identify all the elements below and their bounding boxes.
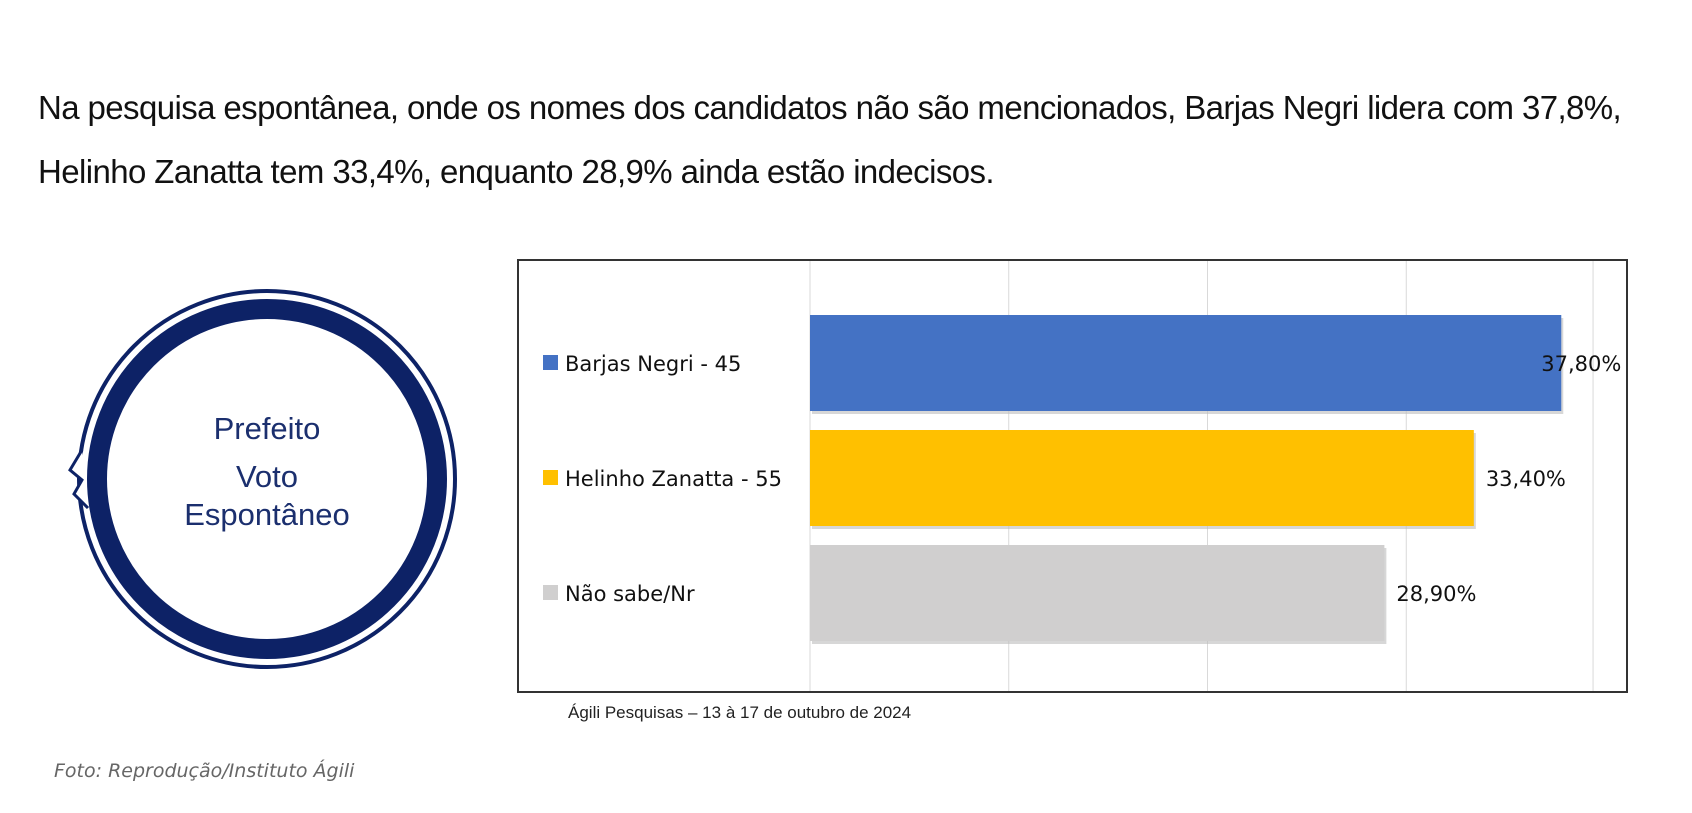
badge-ring-icon <box>68 289 457 669</box>
legend-swatch-0 <box>543 355 558 370</box>
bar-0 <box>810 315 1562 411</box>
bar-2 <box>810 545 1385 641</box>
badge-line-2: Voto <box>235 459 299 494</box>
badge-label: Prefeito Voto Espontâneo <box>64 410 470 534</box>
value-label-0: 37,80% <box>1541 352 1621 376</box>
chart-source: Ágili Pesquisas – 13 à 17 de outubro de … <box>568 703 912 722</box>
badge-line-3: Espontâneo <box>184 497 350 532</box>
chart-canvas: Barjas Negri - 45 37,80% Helinho Zanatta -… <box>543 261 1621 691</box>
photo-credit: Foto: Reprodução/Instituto Ágili <box>54 760 355 782</box>
legend-swatch-1 <box>543 470 558 485</box>
value-label-1: 33,40% <box>1486 467 1566 491</box>
article-paragraph: Na pesquisa espontânea, onde os nomes do… <box>38 89 1622 190</box>
bar-1 <box>810 430 1474 526</box>
legend-label-0: Barjas Negri - 45 <box>565 352 741 376</box>
value-label-2: 28,90% <box>1396 582 1476 606</box>
badge-line-1: Prefeito <box>213 411 321 446</box>
legend-swatch-2 <box>543 585 558 600</box>
legend-label-2: Não sabe/Nr <box>565 582 695 606</box>
legend-label-1: Helinho Zanatta - 55 <box>565 467 782 491</box>
bar-chart: Barjas Negri - 45 37,80% Helinho Zanatta -… <box>517 259 1628 693</box>
